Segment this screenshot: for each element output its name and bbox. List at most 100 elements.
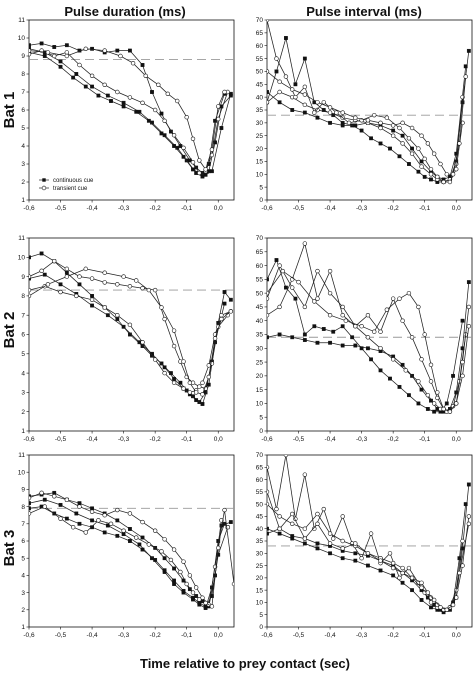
data-point-open [384,307,390,312]
data-point-open [422,156,427,162]
data-point-open [181,145,186,151]
data-point-filled [162,568,167,573]
data-point-open [140,100,145,106]
data-point-open [460,373,465,379]
data-point-open [267,501,270,507]
panel-1: 1 2 3 4 5 6 7 8 9 10 11 -0,6 -0,5 -0,4 -0,3 -0,2 -0,1 0,0… [18,17,235,212]
data-point-filled [366,563,370,568]
data-point-open [365,313,371,318]
data-point-open [115,507,120,513]
data-point-filled [432,409,437,414]
series-line-3 [267,91,463,183]
data-point-open [216,104,221,109]
y-tick-label: 7 [21,89,25,96]
y-tick-label: 2 [21,179,25,186]
data-point-open [428,166,434,172]
y-tick-label: 25 [256,359,264,366]
data-point-open [156,82,161,88]
data-point-open [406,136,412,141]
data-point-filled [328,120,332,125]
y-tick-label: 30 [256,550,264,557]
data-point-filled [302,110,307,115]
legend: continuous cue transient cue [39,178,94,192]
data-point-open [102,270,107,275]
data-point-open [64,497,70,502]
data-point-filled [172,582,176,586]
series-group [267,241,472,414]
y-tick-label: 25 [256,133,264,140]
series-line-3 [29,52,232,176]
data-point-open [419,164,424,169]
x-tick-label: 0,0 [214,436,223,443]
data-point-open [83,530,88,535]
data-point-open [378,329,383,334]
data-point-open [302,472,308,477]
series-line-2 [29,48,225,178]
data-point-open [267,20,270,23]
data-point-open [134,535,139,540]
x-tick-label: -0,6 [261,632,273,639]
data-point-open [416,304,421,310]
data-point-open [216,545,221,551]
data-point-open [267,489,270,495]
data-point-filled [222,301,227,306]
data-point-open [283,74,289,79]
data-point-open [206,374,211,380]
data-point-open [390,357,396,362]
data-point-filled [328,340,332,345]
data-point-open [52,258,57,264]
data-point-filled [302,541,307,546]
data-point-open [152,107,158,113]
data-point-open [171,547,177,552]
data-point-filled [71,75,76,80]
x-tick-label: 0,0 [214,632,223,639]
legend-marker-continuous [42,178,46,182]
data-point-filled [191,595,195,600]
data-point-filled [466,482,471,487]
data-point-open [219,316,224,322]
data-point-filled [159,111,164,116]
series-line-2 [267,259,463,413]
y-tick-label: 0 [259,428,263,435]
data-point-open [400,570,405,576]
data-point-filled [359,346,364,351]
data-point-open [400,565,405,571]
x-tick-label: -0,5 [293,436,305,443]
data-point-open [127,284,133,289]
data-point-filled [219,126,224,130]
data-point-filled [200,174,205,179]
x-tick-label: -0,1 [419,632,431,639]
data-point-open [353,324,358,329]
data-point-filled [90,46,94,51]
data-point-filled [172,566,176,571]
data-point-open [378,125,383,131]
data-point-filled [64,516,69,521]
data-point-filled [90,506,94,511]
data-point-open [162,316,167,322]
x-tick-label: -0,2 [388,436,400,443]
y-tick-label: 15 [256,159,264,166]
data-point-filled [315,115,320,120]
data-point-open [200,380,205,385]
series-group [267,20,471,185]
data-point-filled [203,172,208,177]
data-point-open [296,279,301,285]
data-point-open [327,313,333,318]
y-tick-label: 2 [21,607,25,614]
data-point-filled [321,108,326,112]
data-point-open [130,60,136,66]
data-point-filled [228,91,233,96]
data-point-open [441,179,446,185]
data-point-open [457,570,462,576]
data-point-filled [121,532,126,537]
x-tick-label: -0,1 [181,632,193,639]
series-line-5 [29,268,232,395]
x-tick-label: -0,6 [23,436,35,443]
y-tick-label: 45 [256,304,264,311]
data-point-filled [267,277,269,282]
x-tick-label: -0,6 [23,632,35,639]
data-point-filled [451,373,455,378]
y-tick-label: 0 [259,624,263,631]
data-point-open [64,53,70,59]
